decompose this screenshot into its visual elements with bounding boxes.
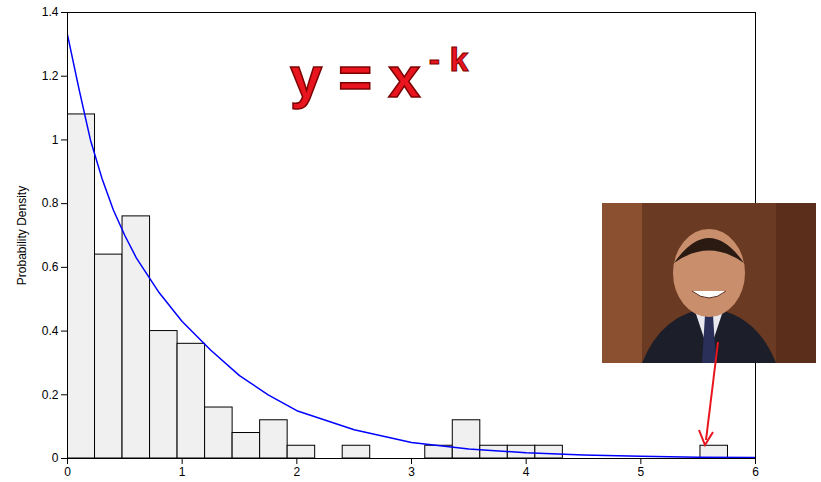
svg-text:5: 5 (637, 465, 644, 479)
html-text:y = x- k: y = x- k (290, 40, 469, 109)
svg-text:3: 3 (408, 465, 415, 479)
svg-text:4: 4 (523, 465, 530, 479)
svg-text:0.8: 0.8 (42, 196, 59, 210)
svg-text:0: 0 (52, 451, 59, 465)
svg-text:2: 2 (293, 465, 300, 479)
svg-text:0.2: 0.2 (42, 388, 59, 402)
svg-text:0: 0 (64, 465, 71, 479)
svg-text:1.4: 1.4 (42, 5, 59, 19)
svg-text:Probability Density: Probability Density (15, 186, 29, 285)
svg-text:1: 1 (52, 133, 59, 147)
svg-text:0.4: 0.4 (42, 324, 59, 338)
svg-text:0.6: 0.6 (42, 260, 59, 274)
svg-text:1: 1 (179, 465, 186, 479)
svg-text:1.2: 1.2 (42, 69, 59, 83)
svg-text:6: 6 (752, 465, 759, 479)
